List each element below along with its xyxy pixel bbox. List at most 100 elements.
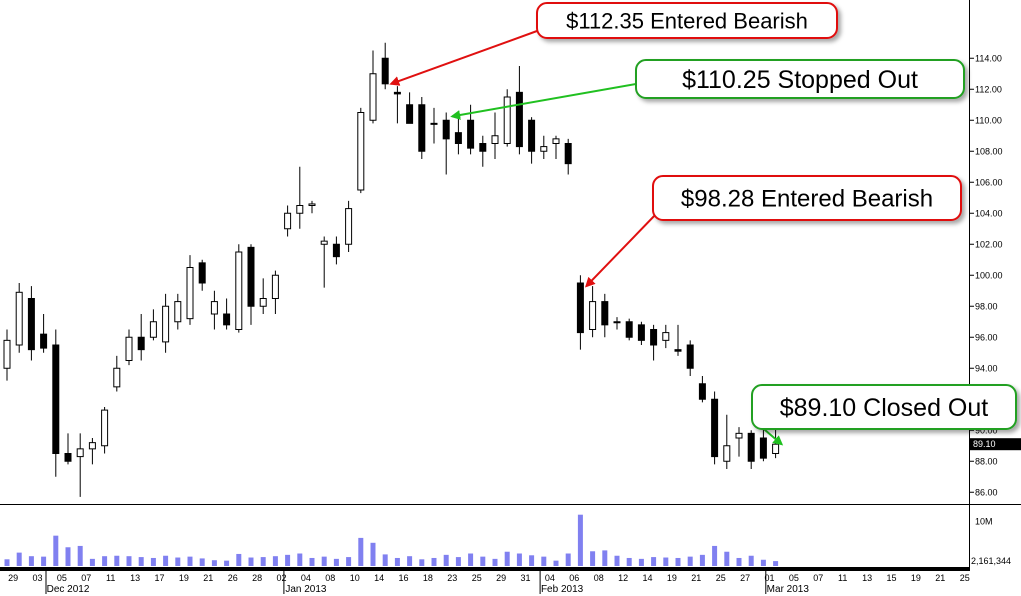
candle-body-down	[247, 246, 255, 307]
candle-body-down	[442, 119, 450, 140]
candle	[662, 324, 670, 349]
candle	[406, 92, 414, 124]
candle	[589, 286, 597, 338]
callout-label: $112.35 Entered Bearish	[566, 8, 808, 33]
day-label: 31	[520, 573, 530, 583]
day-label: 04	[301, 573, 311, 583]
exit-arrow	[450, 83, 637, 120]
price-axis: 86.0088.0090.0092.0094.0096.0098.00100.0…	[969, 53, 1021, 497]
volume-bar	[468, 553, 474, 566]
month-label: Dec 2012	[47, 584, 90, 595]
candle-body-down	[479, 143, 487, 152]
volume-tick-label: 10M	[975, 516, 993, 526]
day-label: 19	[667, 573, 677, 583]
volume-bar	[516, 553, 522, 566]
candle-body-up	[772, 443, 780, 455]
candle-body-up	[174, 301, 182, 323]
candle-body-down	[637, 324, 645, 341]
candle-body-down	[515, 91, 523, 148]
candle	[759, 425, 767, 462]
candle	[723, 414, 731, 469]
candle	[320, 236, 328, 288]
price-tick-label: 88.00	[975, 456, 998, 466]
candle-body-up	[723, 445, 731, 462]
price-tick-label: 104.00	[975, 208, 1003, 218]
volume-bar	[541, 556, 547, 566]
candle-body-down	[52, 344, 60, 454]
candle-body-down	[393, 91, 401, 95]
month-label: Feb 2013	[541, 584, 584, 595]
volume-bar	[199, 558, 205, 566]
volume-bar	[638, 558, 644, 566]
candle-body-down	[650, 329, 658, 346]
candle	[210, 290, 218, 330]
price-tick-label: 96.00	[975, 332, 998, 342]
volume-bar	[590, 551, 596, 566]
candle-body-down	[711, 398, 719, 458]
candle-body-up	[491, 135, 499, 144]
price-tick-label: 86.00	[975, 487, 998, 497]
candle-body-up	[3, 339, 11, 369]
candle-body-down	[418, 104, 426, 152]
volume-bar	[358, 537, 364, 566]
candle	[247, 244, 255, 325]
volume-bar	[297, 553, 303, 566]
candle-body-down	[747, 432, 755, 462]
volume-pane	[4, 514, 779, 566]
candle	[198, 259, 206, 291]
candle	[308, 200, 316, 214]
candle-body-down	[674, 349, 682, 352]
candle	[479, 135, 487, 167]
candle-body-down	[381, 57, 389, 85]
volume-bar	[333, 558, 339, 566]
candle-body-up	[345, 208, 353, 245]
candle-body-up	[430, 122, 438, 125]
candle-body-down	[576, 282, 584, 334]
candle	[52, 329, 60, 477]
day-label: 23	[447, 573, 457, 583]
volume-bar	[577, 514, 583, 566]
candle-body-up	[210, 301, 218, 315]
candle-body-up	[76, 448, 84, 458]
candle	[271, 270, 279, 314]
candle	[162, 293, 170, 353]
day-label: 10	[350, 573, 360, 583]
candle	[259, 278, 267, 314]
candle	[101, 407, 109, 454]
volume-bar	[407, 556, 413, 566]
entry-arrow	[389, 30, 538, 86]
volume-bar	[28, 556, 34, 566]
candle	[601, 293, 609, 338]
day-label: 13	[862, 573, 872, 583]
candle	[674, 324, 682, 356]
day-label: 29	[8, 573, 18, 583]
volume-bar	[382, 554, 388, 566]
candle-body-up	[88, 442, 96, 450]
candle	[625, 318, 633, 341]
candle-body-down	[332, 243, 340, 258]
day-label: 19	[911, 573, 921, 583]
candle	[747, 430, 755, 469]
volume-bar	[321, 556, 327, 566]
last-price-marker	[970, 438, 1021, 451]
last-volume-marker	[970, 555, 1021, 568]
candle	[369, 50, 377, 124]
volume-bar	[150, 557, 156, 566]
price-pane	[3, 42, 780, 497]
candle-body-down	[406, 104, 414, 124]
volume-bar	[748, 555, 754, 566]
volume-bar	[16, 552, 22, 566]
candle-body-down	[698, 383, 706, 400]
candle	[186, 255, 194, 325]
price-tick-label: 90.00	[975, 425, 998, 435]
candle	[503, 89, 511, 147]
entry-callout: $98.28 Entered Bearish	[585, 175, 962, 288]
candle	[284, 205, 292, 237]
candle-body-down	[27, 298, 35, 351]
candle	[381, 42, 389, 90]
candle-body-up	[357, 112, 365, 191]
candle	[686, 340, 694, 376]
candle-body-up	[320, 240, 328, 245]
candle	[149, 309, 157, 341]
volume-bar	[687, 556, 693, 566]
